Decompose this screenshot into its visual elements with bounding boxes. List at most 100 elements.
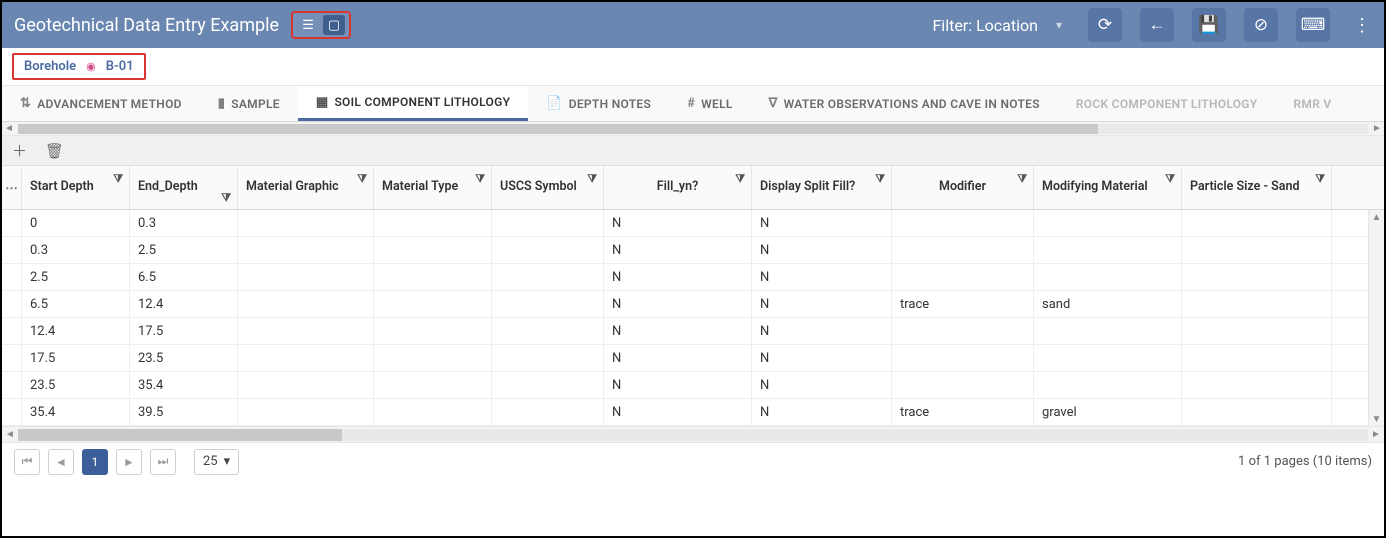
cell-end-depth[interactable]: 0.3 (130, 210, 238, 236)
filter-dropdown-caret-icon[interactable]: ▾ (1056, 18, 1062, 32)
cell-uscs-symbol[interactable] (492, 210, 604, 236)
pager-first-button[interactable]: ⏮ (14, 449, 40, 475)
cell-start-depth[interactable]: 35.4 (22, 399, 130, 425)
hscroll-thumb[interactable] (18, 429, 342, 441)
cell-material-type[interactable] (374, 291, 492, 317)
filter-icon[interactable]: ⧩ (221, 191, 231, 205)
cell-particle-size-sand[interactable] (1182, 372, 1332, 398)
keyboard-button[interactable]: ⌨ (1296, 8, 1330, 42)
cell-material-type[interactable] (374, 345, 492, 371)
cell-display-split-fill[interactable]: N (752, 372, 892, 398)
cell-material-type[interactable] (374, 237, 492, 263)
cell-end-depth[interactable]: 12.4 (130, 291, 238, 317)
cell-modifying-material[interactable] (1034, 210, 1182, 236)
column-header-material-type[interactable]: Material Type⧩ (374, 166, 492, 209)
cell-modifying-material[interactable] (1034, 345, 1182, 371)
cell-fill-yn[interactable]: N (604, 345, 752, 371)
pager-current-page[interactable]: 1 (82, 449, 108, 475)
cell-fill-yn[interactable]: N (604, 318, 752, 344)
cell-modifier[interactable]: trace (892, 399, 1034, 425)
cell-particle-size-sand[interactable] (1182, 345, 1332, 371)
cell-end-depth[interactable]: 17.5 (130, 318, 238, 344)
cell-fill-yn[interactable]: N (604, 399, 752, 425)
cell-end-depth[interactable]: 39.5 (130, 399, 238, 425)
cell-display-split-fill[interactable]: N (752, 264, 892, 290)
row-selector[interactable] (2, 237, 22, 263)
cell-modifying-material[interactable] (1034, 237, 1182, 263)
filter-icon[interactable]: ⧩ (735, 172, 745, 186)
column-header-material-graphic[interactable]: Material Graphic⧩ (238, 166, 374, 209)
delete-row-button[interactable]: 🗑 (45, 142, 64, 160)
cell-display-split-fill[interactable]: N (752, 291, 892, 317)
cell-material-graphic[interactable] (238, 318, 374, 344)
cell-fill-yn[interactable]: N (604, 264, 752, 290)
list-view-icon[interactable]: ☰ (297, 15, 319, 35)
cell-particle-size-sand[interactable] (1182, 399, 1332, 425)
cell-material-graphic[interactable] (238, 291, 374, 317)
filter-icon[interactable]: ⧩ (357, 172, 367, 186)
back-button[interactable]: ← (1140, 8, 1174, 42)
save-button[interactable]: 💾 (1192, 8, 1226, 42)
cell-end-depth[interactable]: 23.5 (130, 345, 238, 371)
cell-display-split-fill[interactable]: N (752, 237, 892, 263)
breadcrumb-label[interactable]: Borehole (24, 59, 76, 74)
vscroll-track[interactable] (1369, 224, 1384, 412)
row-selector[interactable] (2, 372, 22, 398)
pager-prev-button[interactable]: ◄ (48, 449, 74, 475)
cell-modifying-material[interactable]: sand (1034, 291, 1182, 317)
table-row[interactable]: 17.523.5NN (2, 345, 1384, 372)
cell-modifier[interactable] (892, 210, 1034, 236)
block-button[interactable]: ⊘ (1244, 8, 1278, 42)
pager-last-button[interactable]: ⏭ (150, 449, 176, 475)
table-row[interactable]: 12.417.5NN (2, 318, 1384, 345)
hscroll-track[interactable] (18, 429, 1368, 441)
cell-material-graphic[interactable] (238, 345, 374, 371)
cell-modifier[interactable] (892, 237, 1034, 263)
row-selector[interactable] (2, 345, 22, 371)
cell-modifying-material[interactable] (1034, 264, 1182, 290)
cell-material-type[interactable] (374, 210, 492, 236)
column-header-fill-yn[interactable]: Fill_yn?⧩ (604, 166, 752, 209)
cell-uscs-symbol[interactable] (492, 372, 604, 398)
vertical-scrollbar[interactable]: ▲ ▼ (1368, 210, 1384, 426)
table-row[interactable]: 0.32.5NN (2, 237, 1384, 264)
cell-display-split-fill[interactable]: N (752, 210, 892, 236)
card-view-icon[interactable]: ▢ (323, 15, 345, 35)
cell-end-depth[interactable]: 6.5 (130, 264, 238, 290)
row-selector[interactable] (2, 210, 22, 236)
cell-particle-size-sand[interactable] (1182, 318, 1332, 344)
refresh-button[interactable]: ⟳ (1088, 8, 1122, 42)
filter-icon[interactable]: ⧩ (1315, 172, 1325, 186)
scroll-down-icon[interactable]: ▼ (1369, 412, 1384, 426)
table-row[interactable]: 23.535.4NN (2, 372, 1384, 399)
filter-icon[interactable]: ⧩ (875, 172, 885, 186)
scroll-up-icon[interactable]: ▲ (1369, 210, 1384, 224)
row-selector[interactable] (2, 264, 22, 290)
filter-icon[interactable]: ⧩ (1017, 172, 1027, 186)
hscroll-left-icon[interactable]: ◄ (2, 429, 18, 440)
column-header-modifying-material[interactable]: Modifying Material⧩ (1034, 166, 1182, 209)
cell-uscs-symbol[interactable] (492, 237, 604, 263)
column-header-particle-size-sand[interactable]: Particle Size - Sand⧩ (1182, 166, 1332, 209)
cell-modifier[interactable] (892, 318, 1034, 344)
cell-uscs-symbol[interactable] (492, 345, 604, 371)
column-header-start-depth[interactable]: Start Depth⧩ (22, 166, 130, 209)
filter-icon[interactable]: ⧩ (1165, 172, 1175, 186)
breadcrumb-value[interactable]: B-01 (106, 59, 134, 74)
filter-icon[interactable]: ⧩ (475, 172, 485, 186)
cell-start-depth[interactable]: 2.5 (22, 264, 130, 290)
scroll-thumb[interactable] (18, 124, 1098, 134)
cell-material-graphic[interactable] (238, 399, 374, 425)
cell-display-split-fill[interactable]: N (752, 318, 892, 344)
filter-label[interactable]: Filter: Location (932, 16, 1038, 35)
tab-sample[interactable]: ▮SAMPLE (200, 86, 298, 121)
row-selector[interactable] (2, 318, 22, 344)
page-size-selector[interactable]: 25 ▾ (194, 449, 239, 475)
cell-fill-yn[interactable]: N (604, 372, 752, 398)
cell-material-graphic[interactable] (238, 372, 374, 398)
cell-material-type[interactable] (374, 372, 492, 398)
cell-material-type[interactable] (374, 264, 492, 290)
table-row[interactable]: 35.439.5NNtracegravel (2, 399, 1384, 426)
table-row[interactable]: 6.512.4NNtracesand (2, 291, 1384, 318)
cell-particle-size-sand[interactable] (1182, 237, 1332, 263)
